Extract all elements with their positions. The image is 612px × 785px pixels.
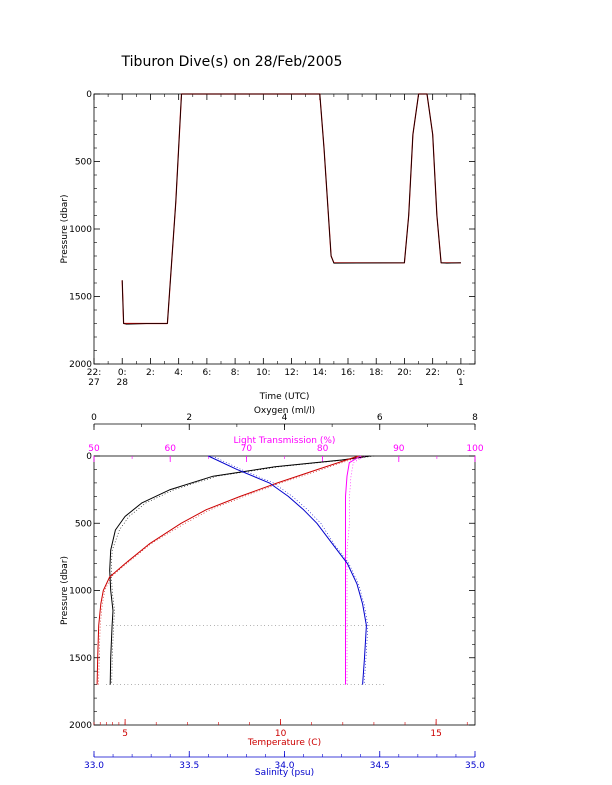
plot2-oxygen-axis-label: Oxygen (ml/l): [254, 406, 315, 416]
plot1-ytick-label: 1500: [69, 293, 92, 303]
plot2-light_transmission-axis-label: Light Transmission (%): [234, 436, 336, 446]
plot2-oxygen-tick-label: 2: [186, 413, 192, 423]
plot1-xtick-label: 0:: [457, 368, 466, 378]
plot2-salinity-tick-label: 33.0: [84, 761, 104, 771]
plot1-xtick-label: 14:: [313, 368, 327, 378]
plot2-light_transmission-profile: [345, 455, 361, 685]
plot1-series-line-red: [121, 93, 461, 325]
plot1-xtick-label: 4:: [174, 368, 183, 378]
plot1-xtick-label: 22:: [425, 368, 439, 378]
plot2-light_transmission-tick-label: 70: [241, 444, 253, 454]
plot2-light_transmission-tick-label: 60: [164, 444, 176, 454]
plot1-xtick-label: 22:: [87, 368, 101, 378]
plot2-oxygen-profile-cast: [110, 455, 375, 685]
plot2-temperature-tick-label: 10: [275, 729, 287, 739]
plot1-xtick-sublabel: 1: [458, 378, 464, 388]
plot1-ytick-label: 500: [75, 158, 92, 168]
plot1-xtick-label: 20:: [397, 368, 411, 378]
plot2-temperature-axis-label: Temperature (C): [247, 738, 321, 748]
plot2-salinity-axis-label: Salinity (psu): [255, 768, 314, 778]
plot1-xtick-label: 2:: [146, 368, 155, 378]
plot2-oxygen-tick-label: 4: [282, 413, 288, 423]
plot2-salinity-tick-label: 35.0: [465, 761, 485, 771]
plot2-ytick-label: 1000: [69, 587, 92, 597]
plot2-temperature-profile: [96, 455, 359, 685]
plot2-light_transmission-tick-label: 50: [88, 444, 100, 454]
plot1-xtick-label: 12:: [284, 368, 298, 378]
plot1-xtick-label: 18:: [369, 368, 383, 378]
plot2-salinity-profile: [208, 455, 367, 685]
plot1-ytick-label: 1000: [69, 225, 92, 235]
plot2-salinity-profile-cast: [212, 455, 369, 685]
plot1-xtick-label: 6:: [203, 368, 212, 378]
plot2-salinity-tick-label: 34.5: [370, 761, 390, 771]
plot1-series-line-black: [121, 93, 461, 325]
chart-title: Tiburon Dive(s) on 28/Feb/2005: [121, 54, 343, 70]
plot2-light_transmission-tick-label: 100: [466, 444, 483, 454]
plot2-oxygen-tick-label: 0: [91, 413, 97, 423]
plot1-xtick-label: 0:: [118, 368, 127, 378]
plot2-ytick-label: 2000: [69, 721, 92, 731]
plot2-ylabel: Pressure (dbar): [60, 556, 70, 625]
plot2-ytick-label: 500: [75, 519, 92, 529]
plot2-frame: [93, 455, 476, 726]
plot2-light_transmission-tick-label: 80: [317, 444, 329, 454]
plot2-temperature-tick-label: 5: [122, 729, 128, 739]
plot1-xtick-label: 10:: [256, 368, 270, 378]
plot1-ylabel: Pressure (dbar): [60, 195, 70, 264]
plot2-ytick-label: 1500: [69, 654, 92, 664]
plot1-ytick-label: 2000: [69, 360, 92, 370]
plot2-oxygen-profile: [109, 455, 371, 685]
plot1-xtick-sublabel: 28: [116, 378, 128, 388]
plot1-xlabel: Time (UTC): [259, 392, 310, 402]
plot2-light_transmission-profile-cast: [346, 455, 365, 685]
plot1-xtick-sublabel: 27: [88, 378, 99, 388]
plot2-light_transmission-tick-label: 90: [393, 444, 405, 454]
plot2-salinity-tick-label: 33.5: [179, 761, 199, 771]
plot2-temperature-tick-label: 15: [430, 729, 441, 739]
plot2-oxygen-tick-label: 8: [472, 413, 478, 423]
plot2-temperature-profile-cast: [98, 455, 363, 685]
plot1-ytick-label: 0: [86, 90, 92, 100]
plot1-xtick-label: 8:: [231, 368, 240, 378]
plot2-oxygen-tick-label: 6: [377, 413, 383, 423]
plot1-xtick-label: 16:: [341, 368, 355, 378]
plot2-salinity-tick-label: 34.0: [274, 761, 294, 771]
plot2-ytick-label: 0: [86, 452, 92, 462]
